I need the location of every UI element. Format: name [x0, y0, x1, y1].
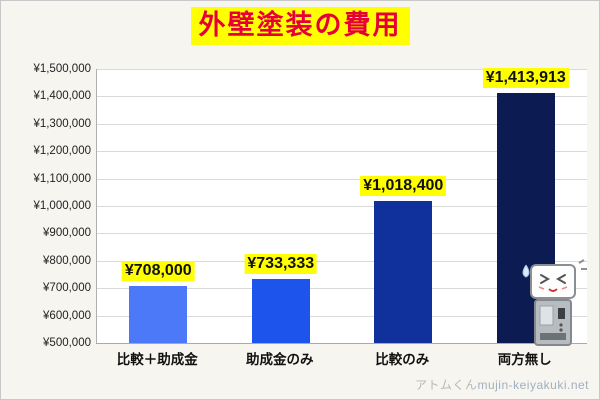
gridline — [97, 151, 587, 153]
bar-value-label: ¥1,413,913 — [482, 67, 569, 88]
gridline — [97, 260, 587, 262]
bar — [374, 200, 433, 343]
gridline — [97, 96, 587, 98]
x-axis-category-label: 比較のみ — [375, 352, 430, 367]
bar — [129, 286, 188, 343]
chart-title-row: 外壁塗装の費用 — [1, 7, 599, 45]
bar-value-label: ¥733,333 — [244, 254, 318, 275]
y-axis-tick-label: ¥1,200,000 — [33, 145, 91, 158]
gridline — [97, 288, 587, 290]
y-axis-tick-label: ¥800,000 — [43, 254, 91, 267]
gridline — [97, 69, 587, 70]
bar-value-label: ¥708,000 — [121, 261, 195, 282]
y-axis-tick-label: ¥1,300,000 — [33, 117, 91, 130]
plot-area: ¥708,000 ¥733,333 ¥1,018,400 ¥1,413,913 — [96, 67, 587, 344]
watermark: アトムくんmujin-keiyakuki.net — [415, 376, 589, 393]
gridline — [97, 123, 587, 125]
gridline — [97, 315, 587, 317]
gridline — [97, 233, 587, 235]
chart-title: 外壁塗装の費用 — [190, 7, 410, 45]
x-axis-category-label: 助成金のみ — [246, 352, 314, 367]
y-axis-tick-label: ¥1,000,000 — [33, 200, 91, 212]
watermark-domain: mujin-keiyakuki.net — [477, 378, 589, 392]
mascot-robot-icon — [522, 259, 587, 346]
watermark-brand: アトムくん — [414, 378, 478, 392]
bar — [251, 279, 310, 343]
x-axis-category-label: 比較＋助成金 — [116, 352, 198, 367]
gridline — [97, 206, 587, 207]
y-axis-tick-label: ¥1,500,000 — [33, 63, 91, 75]
bar-value-label: ¥1,018,400 — [360, 175, 447, 196]
x-axis-category-label: 両方無し — [497, 352, 552, 367]
y-axis-tick-label: ¥1,400,000 — [33, 90, 91, 103]
y-axis-tick-label: ¥700,000 — [43, 282, 91, 295]
y-axis-tick-label: ¥500,000 — [43, 337, 91, 349]
gridline — [97, 343, 587, 344]
y-axis-tick-label: ¥1,100,000 — [33, 172, 91, 185]
y-axis-tick-label: ¥600,000 — [43, 309, 91, 322]
y-axis-tick-label: ¥900,000 — [43, 227, 91, 240]
gridline — [97, 178, 587, 180]
